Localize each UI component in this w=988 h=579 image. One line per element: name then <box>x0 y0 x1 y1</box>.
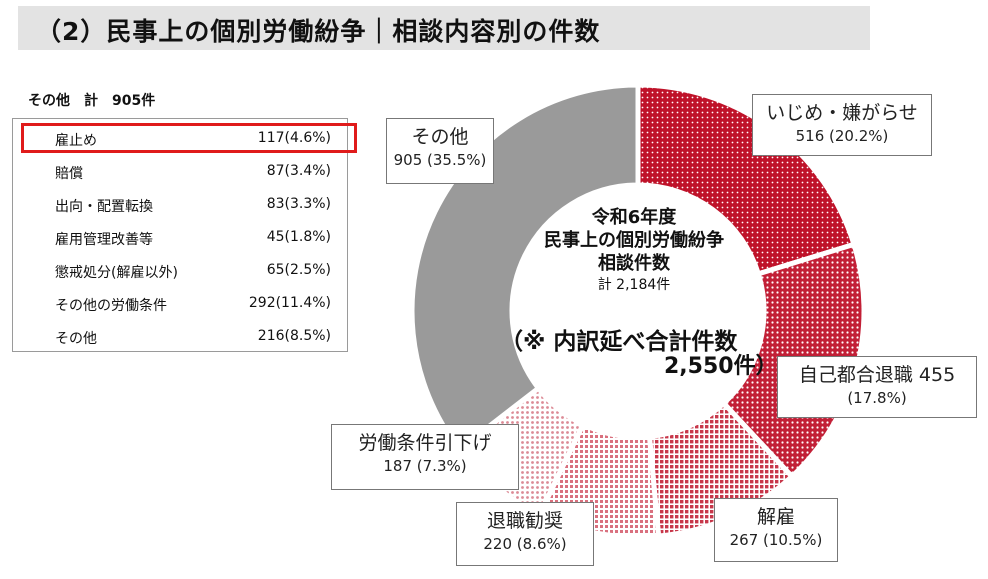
breakdown-row: その他 216(8.5%) <box>13 322 347 350</box>
slice-label: 解雇 <box>756 506 795 528</box>
breakdown-value: 216(8.5%) <box>257 328 331 344</box>
center-total: 計 2,184件 <box>597 277 671 293</box>
other-breakdown-heading: その他 計 905件 <box>28 93 156 109</box>
slice-value-label: 187 (7.3%) <box>383 457 467 475</box>
callout-sonota: その他 905 (35.5%) <box>386 118 494 184</box>
slice-label: 労働条件引下げ <box>358 432 492 454</box>
slice-value-label: 267 (10.5%) <box>729 531 823 549</box>
breakdown-row: 雇止め 117(4.6%) <box>13 124 347 152</box>
breakdown-value: 117(4.6%) <box>257 130 331 146</box>
slice-label-line: 自己都合退職 455 <box>778 363 976 387</box>
slice-value-label: 220 (8.6%) <box>483 535 567 553</box>
slice-label: その他 <box>411 126 469 148</box>
callout-jiko-taishoku: 自己都合退職 455 (17.8%) <box>777 356 977 418</box>
slice-value-label: 905 (35.5%) <box>393 151 487 169</box>
breakdown-label: 雇用管理改善等 <box>55 232 153 248</box>
callout-kaiko: 解雇 267 (10.5%) <box>714 498 838 562</box>
breakdown-value: 83(3.3%) <box>266 196 331 212</box>
center-line-2: 民事上の個別労働紛争 <box>544 230 724 251</box>
breakdown-label: 出向・配置転換 <box>55 199 153 215</box>
other-breakdown-table: 雇止め 117(4.6%) 賠償 87(3.4%) 出向・配置転換 83(3.3… <box>12 118 357 352</box>
slice-label: いじめ・嫌がらせ <box>766 102 918 124</box>
breakdown-value: 87(3.4%) <box>266 163 331 179</box>
donut-slice-0 <box>635 82 858 277</box>
breakdown-highlight-box <box>21 123 357 153</box>
donut-center-label: 令和6年度 民事上の個別労働紛争 相談件数 計 2,184件 <box>498 206 770 295</box>
page-title: （2）民事上の個別労働紛争｜相談内容別の件数 <box>36 17 601 46</box>
center-note-line-2: 2,550件） <box>664 354 778 379</box>
breakdown-label: 雇止め <box>55 133 97 149</box>
breakdown-row: 懲戒処分(解雇以外) 65(2.5%) <box>13 256 347 284</box>
breakdown-row: 出向・配置転換 83(3.3%) <box>13 190 347 218</box>
callout-ijime: いじめ・嫌がらせ 516 (20.2%) <box>752 94 932 156</box>
breakdown-label: その他の労働条件 <box>55 298 167 314</box>
slice-label: 自己都合退職 <box>798 364 913 386</box>
center-line-3: 相談件数 <box>598 253 670 274</box>
breakdown-row: その他の労働条件 292(11.4%) <box>13 289 347 317</box>
slice-value-label: 516 (20.2%) <box>795 127 889 145</box>
center-line-1: 令和6年度 <box>591 207 677 228</box>
breakdown-row: 雇用管理改善等 45(1.8%) <box>13 223 347 251</box>
breakdown-row: 賠償 87(3.4%) <box>13 157 347 185</box>
breakdown-value: 45(1.8%) <box>266 229 331 245</box>
breakdown-value: 292(11.4%) <box>248 295 331 311</box>
breakdown-label: 賠償 <box>55 166 83 182</box>
slice-value-label-2: (17.8%) <box>847 389 907 407</box>
title-bar <box>18 6 870 50</box>
breakdown-label: その他 <box>55 331 97 347</box>
center-note-line-1: （※ 内訳延べ合計件数 <box>500 329 738 355</box>
breakdown-label: 懲戒処分(解雇以外) <box>55 265 178 281</box>
callout-taishoku-kansho: 退職勧奨 220 (8.6%) <box>456 502 594 566</box>
callout-rodo-joken-hikisage: 労働条件引下げ 187 (7.3%) <box>331 424 519 490</box>
slice-label: 退職勧奨 <box>486 510 563 532</box>
slice-value-label: 455 <box>918 364 956 386</box>
breakdown-value: 65(2.5%) <box>266 262 331 278</box>
